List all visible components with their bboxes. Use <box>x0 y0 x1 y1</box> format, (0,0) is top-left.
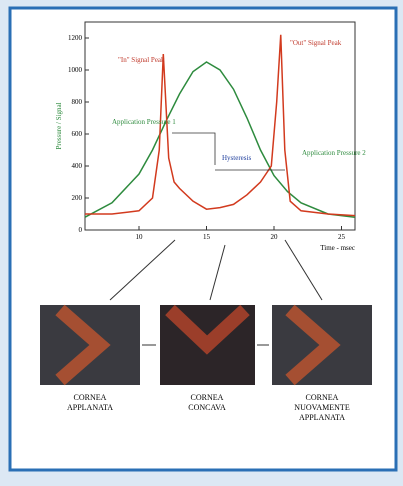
x-tick-label: 25 <box>338 233 346 241</box>
photo-beam <box>165 304 250 355</box>
y-tick-label: 1000 <box>68 66 83 74</box>
annotation: "In" Signal Peak <box>118 56 165 64</box>
caption: CORNEA CONCAVA <box>188 393 226 412</box>
x-tick-label: 20 <box>271 233 279 241</box>
annotation: Application Pressure 1 <box>112 118 176 126</box>
y-tick-label: 800 <box>72 98 83 106</box>
x-tick-label: 10 <box>136 233 144 241</box>
photo-beam <box>285 304 341 386</box>
hysteresis-bracket <box>172 132 285 171</box>
y-tick-label: 1200 <box>68 34 83 42</box>
annotation: "Out" Signal Peak <box>290 39 342 47</box>
plot-area <box>84 21 356 231</box>
series-line <box>85 34 356 217</box>
x-tick-label: 15 <box>203 233 211 241</box>
y-tick-label: 0 <box>79 226 83 234</box>
annotation: Hysteresis <box>222 154 251 162</box>
photo-beam <box>55 304 111 386</box>
y-axis-label: Pressure / Signal <box>55 102 63 149</box>
annotation: Application Pressure 2 <box>302 149 366 157</box>
frame <box>8 6 398 472</box>
caption: CORNEA APPLANATA <box>67 393 113 412</box>
x-axis-label: Time - msec <box>320 244 355 252</box>
series-line <box>84 61 356 218</box>
y-tick-label: 400 <box>72 162 83 170</box>
y-tick-label: 200 <box>72 194 83 202</box>
y-tick-label: 600 <box>72 130 83 138</box>
caption: CORNEA NUOVAMENTE APPLANATA <box>294 393 350 422</box>
arrows <box>109 239 323 346</box>
